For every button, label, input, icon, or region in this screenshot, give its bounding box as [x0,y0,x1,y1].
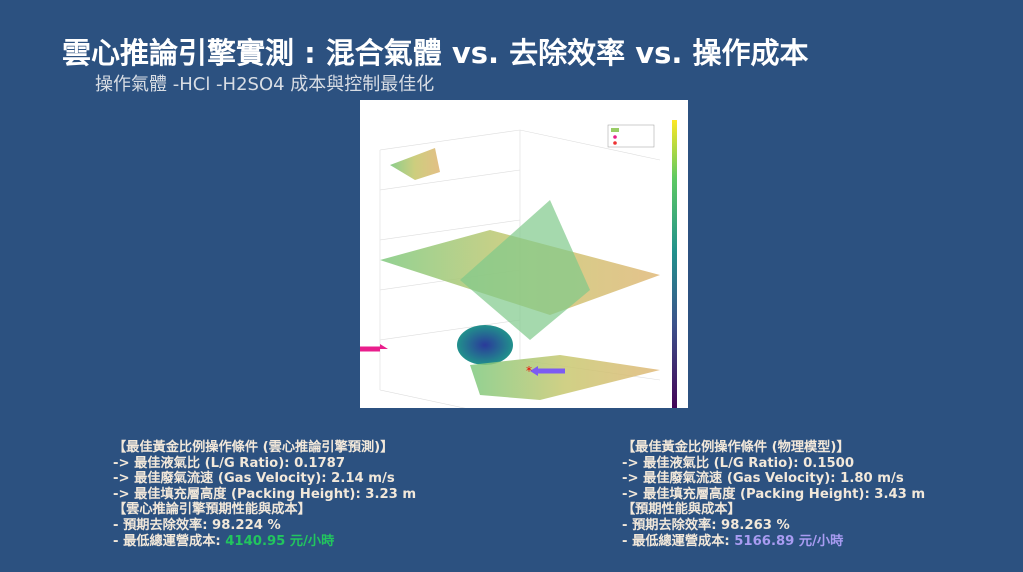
slide-subtitle: 操作氣體 -HCl -H2SO4 成本與控制最佳化 [95,74,435,95]
result-line: -> 最佳廢氣流速 (Gas Velocity): 2.14 m/s [113,471,395,487]
arrow-head [380,344,388,354]
cost-line: - 最低總運營成本: 4140.95 元/小時 [113,534,416,550]
result-line: -> 最佳填充層高度 (Packing Height): 3.23 m [113,486,417,502]
legend-swatch [613,135,617,139]
result-line: 【預期性能與成本】 [622,502,741,518]
result-line: -> 最佳填充層高度 (Packing Height): 3.43 m [622,486,926,502]
cost-line: - 最低總運營成本: 5166.89 元/小時 [622,534,925,550]
arrow-head [530,366,538,376]
cost-value: 5166.89 元/小時 [734,533,844,549]
result-line: 【最佳黃金比例操作條件 (雲心推論引擎預測)】 [113,440,394,455]
result-line: -> 最佳液氣比 (L/G Ratio): 0.1500 [622,455,855,471]
legend-box [607,124,655,148]
optimum-marker: * [526,364,532,378]
surface-fold [460,200,590,340]
result-line: 【最佳黃金比例操作條件 (物理模型)】 [622,440,850,455]
cost-value: 4140.95 元/小時 [225,533,335,549]
result-line: - 預期去除效率: 98.224 % [113,517,281,533]
cost-label: - 最低總運營成本: [113,533,226,549]
result-line: - 預期去除效率: 98.263 % [622,517,790,533]
legend-swatch [611,128,619,132]
result-line: -> 最佳液氣比 (L/G Ratio): 0.1787 [113,455,346,471]
result-line: 【雲心推論引擎預期性能與成本】 [113,502,311,518]
surface-layer [470,355,660,400]
surface-patch [390,148,440,180]
cost-label: - 最低總運營成本: [622,533,735,549]
surface-core [457,325,513,365]
colorbar [672,120,677,408]
physics-result-block: 【最佳黃金比例操作條件 (物理模型)】 -> 最佳液氣比 (L/G Ratio):… [622,440,925,549]
legend-swatch [613,141,617,145]
ai-result-block: 【最佳黃金比例操作條件 (雲心推論引擎預測)】 -> 最佳液氣比 (L/G Rat… [113,440,416,549]
surface-plot: * [360,100,688,408]
result-line: -> 最佳廢氣流速 (Gas Velocity): 1.80 m/s [622,471,904,487]
slide-title: 雲心推論引擎實測 : 混合氣體 vs. 去除效率 vs. 操作成本 [62,36,809,70]
